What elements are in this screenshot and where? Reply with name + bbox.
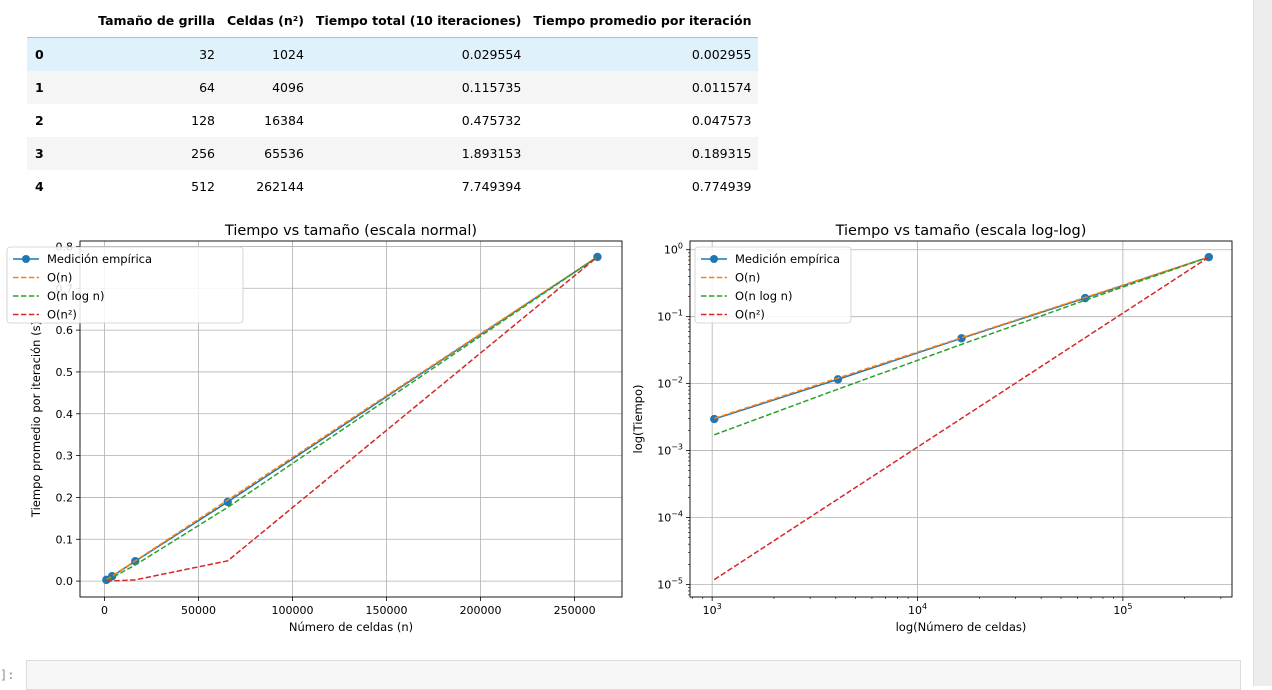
x-tick-label: 50000 — [181, 604, 216, 617]
y-tick-label: 0.1 — [56, 533, 74, 546]
table-row: 1 64 4096 0.115735 0.011574 — [27, 71, 758, 104]
legend-entry: O(n) — [735, 271, 760, 285]
series-line-2 — [714, 256, 1210, 436]
row-index: 1 — [35, 80, 44, 95]
y-axis-label: log(Tiempo) — [631, 385, 645, 454]
x-tick-label: 150000 — [366, 604, 408, 617]
y-tick-label: 10−3 — [657, 443, 683, 458]
x-tick-label: 104 — [908, 602, 927, 617]
legend: Medición empírica O(n) O(n log n) O(n²) — [694, 246, 852, 324]
y-tick-label: 0.2 — [56, 491, 74, 504]
cell-total-time: 1.893153 — [461, 146, 522, 161]
row-index: 3 — [35, 146, 44, 161]
cell-cells: 65536 — [264, 146, 304, 161]
series-line-2 — [106, 256, 598, 582]
table-row: 2 128 16384 0.475732 0.047573 — [27, 104, 758, 137]
legend-entry: O(n) — [47, 271, 72, 285]
chart-title: Tiempo vs tamaño (escala normal) — [224, 223, 477, 239]
x-tick-label: 105 — [1113, 602, 1132, 617]
cell-cells: 4096 — [272, 80, 304, 95]
x-tick-label: 103 — [703, 602, 722, 617]
y-tick-label: 100 — [664, 242, 683, 257]
table-header-row: Tamaño de grilla Celdas (n²) Tiempo tota… — [27, 3, 758, 38]
cell-total-time: 7.749394 — [461, 179, 522, 194]
legend-marker — [710, 255, 718, 263]
cell-avg-time: 0.774939 — [691, 179, 752, 194]
chart-title: Tiempo vs tamaño (escala log-log) — [835, 223, 1087, 239]
series-line-1 — [105, 256, 598, 581]
cell-cells: 262144 — [256, 179, 304, 194]
x-axis-label: Número de celdas (n) — [289, 620, 413, 634]
vertical-scrollbar[interactable] — [1253, 0, 1272, 686]
cell-grid-size: 32 — [199, 47, 215, 62]
data-point — [710, 414, 719, 424]
plot-frame — [79, 240, 623, 598]
x-tick-label: 250000 — [554, 604, 596, 617]
data-point — [957, 334, 966, 343]
cell-grid-size: 256 — [191, 146, 215, 161]
cell-grid-size: 512 — [191, 179, 215, 194]
cell-prompt-label: ]: — [0, 668, 15, 682]
y-axis-label: Tiempo promedio por iteración (s) — [29, 321, 43, 518]
y-tick-label: 0.3 — [56, 450, 74, 463]
y-tick-label: 0.4 — [56, 408, 74, 421]
y-tick-label: 10−5 — [657, 576, 683, 591]
legend-entry: O(n²) — [47, 308, 77, 322]
cell-avg-time: 0.011574 — [691, 80, 752, 95]
cell-total-time: 0.475732 — [461, 113, 522, 128]
cell-cells: 16384 — [264, 113, 304, 128]
legend-entry: O(n log n) — [735, 289, 792, 303]
legend-marker — [22, 255, 30, 263]
y-tick-label: 0.0 — [56, 575, 74, 588]
y-tick-label: 10−2 — [657, 376, 683, 391]
row-index: 2 — [35, 113, 44, 128]
legend-entry: O(n log n) — [47, 289, 104, 303]
legend-entry: Medición empírica — [47, 252, 152, 266]
column-header-total-time: Tiempo total (10 iteraciones) — [315, 12, 522, 28]
results-table: Tamaño de grilla Celdas (n²) Tiempo tota… — [27, 3, 758, 203]
data-point — [223, 497, 232, 507]
code-cell-input[interactable] — [26, 660, 1241, 690]
cell-total-time: 0.115735 — [461, 80, 522, 95]
legend-entry: Medición empírica — [735, 252, 840, 266]
cell-grid-size: 128 — [191, 113, 215, 128]
cell-cells: 1024 — [272, 47, 304, 62]
row-index: 0 — [35, 47, 44, 62]
y-tick-label: 0.5 — [56, 366, 74, 379]
y-tick-label: 10−1 — [657, 309, 683, 324]
linear-scale-chart: Tiempo vs tamaño (escala normal) 0 50000 10… — [6, 223, 623, 634]
series-line-3 — [713, 256, 1210, 581]
y-tick-label: 0.6 — [56, 324, 74, 337]
log-log-chart: Tiempo vs tamaño (escala log-log) 103 104 1… — [631, 223, 1233, 634]
table-row: 4 512 262144 7.749394 0.774939 — [27, 170, 758, 203]
legend: Medición empírica O(n) O(n log n) O(n²) — [6, 246, 244, 324]
legend-entry: O(n²) — [735, 308, 765, 322]
cell-grid-size: 64 — [199, 80, 215, 95]
y-tick-label: 10−4 — [657, 510, 683, 525]
legend-frame — [694, 246, 852, 324]
legend-frame — [6, 246, 244, 324]
column-header-cells: Celdas (n²) — [227, 12, 304, 28]
cell-total-time: 0.029554 — [461, 47, 522, 62]
column-header-avg-time: Tiempo promedio por iteración — [533, 12, 752, 28]
column-header-index — [27, 3, 81, 38]
column-header-grid-size: Tamaño de grilla — [98, 12, 215, 28]
x-axis-label: log(Número de celdas) — [896, 620, 1027, 634]
x-tick-label: 200000 — [460, 604, 502, 617]
data-point — [833, 375, 843, 384]
x-tick-label: 100000 — [272, 604, 314, 617]
x-tick-label: 0 — [101, 604, 108, 617]
plot-frame — [689, 240, 1233, 598]
series-line-3 — [106, 256, 598, 582]
cell-avg-time: 0.047573 — [691, 113, 752, 128]
cell-avg-time: 0.002955 — [691, 47, 752, 62]
row-index: 4 — [35, 179, 44, 194]
cell-avg-time: 0.189315 — [691, 146, 752, 161]
table-row: 0 32 1024 0.029554 0.002955 — [27, 37, 758, 71]
table-row: 3 256 65536 1.893153 0.189315 — [27, 137, 758, 170]
